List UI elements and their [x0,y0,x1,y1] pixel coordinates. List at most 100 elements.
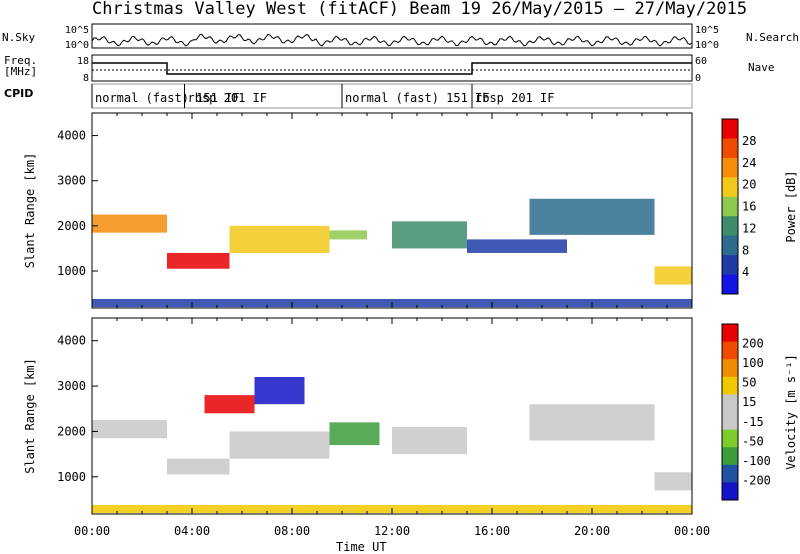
x-tick-label-3: 12:00 [374,524,410,538]
power-y-tick-label-2: 2000 [57,219,86,233]
power-colorbar-swatch-8 [722,274,738,295]
cpid-segment-3: rbsp 201 IF [475,91,554,105]
velocity-colorbar-tick-4: -15 [742,415,764,429]
power-colorbar-tick-3: 16 [742,200,756,214]
velocity-colorbar-tick-7: -200 [742,473,771,487]
power-colorbar-label: Power [dB] [784,170,798,242]
velocity-colorbar-swatch-5 [722,412,738,431]
velocity-colorbar-swatch-7 [722,447,738,466]
x-tick-label-2: 08:00 [274,524,310,538]
velocity-colorbar-label: Velocity [m s⁻¹] [784,354,798,470]
x-axis-label: Time UT [336,540,387,554]
velocity-data-region-0 [92,420,167,439]
chart-title: Christmas Valley West (fitACF) Beam 19 2… [92,1,747,18]
power-colorbar-frame [721,118,739,295]
velocity-colorbar-frame [721,323,739,501]
velocity-data-region-1 [167,458,230,475]
frequency-panel [91,54,693,82]
velocity-colorbar-swatch-1 [722,341,738,360]
power-y-tick-label-1: 3000 [57,174,86,188]
cpid-segment-0: normal (fast) 151 IF [95,91,240,105]
velocity-colorbar-tick-2: 50 [742,376,756,390]
x-tick-label-0: 00:00 [74,524,110,538]
nsearch-label: N.Search [746,31,799,44]
sky-noise-panel [91,23,693,49]
date-range: 26/May/2015 – 27/May/2015 [491,0,748,19]
velocity-y-tick-label-0: 4000 [57,334,86,348]
nave-label: Nave [748,61,775,74]
velocity-y-tick-label-1: 3000 [57,379,86,393]
power-data-region-2 [229,225,330,253]
velocity-y-tick-label-3: 1000 [57,470,86,484]
freq-left-tick-low: 8 [83,73,89,84]
power-data-region-0 [92,214,167,233]
power-data-region-5 [467,239,567,253]
velocity-y-axis-label: Slant Range [km] [23,358,37,474]
velocity-colorbar-tick-0: 200 [742,337,764,351]
velocity-colorbar-swatch-9 [722,482,738,501]
freq-right-tick-low: 0 [695,73,701,84]
power-colorbar-swatch-0 [722,119,738,139]
freq-label-line2: [MHz] [4,65,38,78]
freq-right-tick-high: 60 [695,56,707,67]
sky-noise-line [91,33,693,47]
velocity-colorbar-tick-6: -100 [742,454,771,468]
velocity-colorbar-tick-5: -50 [742,434,764,448]
power-colorbar-swatch-2 [722,157,738,178]
power-colorbar-tick-6: 4 [742,265,749,279]
cpid-segment-2: normal (fast) 151 IF [345,91,490,105]
beam-number: Beam 19 [409,0,481,19]
velocity-colorbar-tick-1: 100 [742,356,764,370]
velocity-data-region-5 [329,422,380,446]
velocity-colorbar-swatch-3 [722,376,738,395]
power-colorbar-tick-1: 24 [742,156,756,170]
velocity-colorbar-swatch-2 [722,359,738,378]
sky-right-tick-low: 10^0 [695,40,719,51]
power-colorbar-swatch-3 [722,177,738,198]
x-tick-label-6: 00:00 [674,524,710,538]
x-tick-label-1: 04:00 [174,524,210,538]
velocity-data-region-8 [654,472,692,491]
power-colorbar-tick-0: 28 [742,134,756,148]
velocity-data-region-4 [229,431,330,459]
velocity-data-region-7 [529,404,655,441]
power-colorbar-tick-5: 8 [742,243,749,257]
freq-left-tick-high: 18 [77,56,89,67]
x-tick-label-5: 20:00 [574,524,610,538]
power-colorbar-tick-2: 20 [742,178,756,192]
nsky-label: N.Sky [2,31,36,44]
radar-name: Christmas Valley West (fitACF) [92,0,400,19]
power-colorbar-swatch-1 [722,138,738,159]
velocity-data-region-3 [254,376,305,405]
cpid-label: CPID [4,87,34,100]
cpid-segment-1: rbsp 201 IF [188,91,267,105]
velocity-colorbar-swatch-0 [722,324,738,343]
power-data-region-1 [167,252,230,269]
power-colorbar-tick-4: 12 [742,221,756,235]
power-data-region-4 [392,221,467,249]
freq-label-line1: Freq. [4,54,38,67]
velocity-data-region-6 [392,426,467,455]
velocity-colorbar-swatch-6 [722,429,738,448]
velocity-colorbar-swatch-8 [722,464,738,483]
power-y-tick-label-3: 1000 [57,264,86,278]
power-data-region-6 [529,198,655,235]
power-colorbar-swatch-5 [722,216,738,237]
velocity-colorbar-swatch-4 [722,394,738,413]
power-colorbar-swatch-7 [722,255,738,276]
power-data-region-3 [329,230,367,240]
velocity-data-region-2 [204,395,255,414]
power-colorbar-swatch-6 [722,235,738,256]
power-y-tick-label-0: 4000 [57,129,86,143]
sky-right-tick-high: 10^5 [695,25,719,36]
sky-left-tick-high: 10^5 [65,25,89,36]
velocity-colorbar-tick-3: 15 [742,395,756,409]
x-tick-label-4: 16:00 [474,524,510,538]
freq-label: Freq. [MHz] [4,55,37,77]
velocity-y-tick-label-2: 2000 [57,424,86,438]
sky-left-tick-low: 10^0 [65,40,89,51]
power-data-region-7 [654,266,692,285]
power-y-axis-label: Slant Range [km] [23,153,37,269]
frequency-line [92,62,692,75]
